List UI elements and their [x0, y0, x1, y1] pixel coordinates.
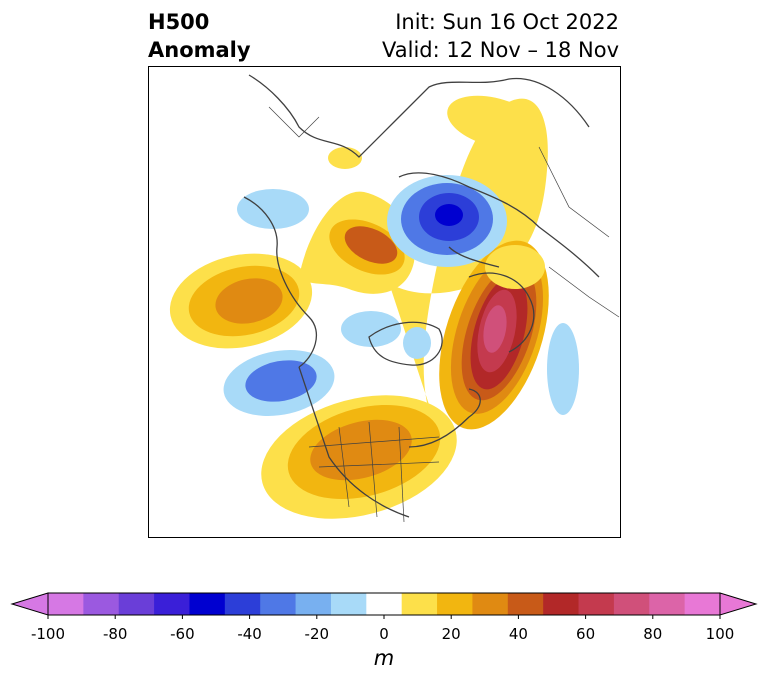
positive-anomaly-north-pacific: [169, 253, 313, 349]
colorbar-tick-label: -40: [237, 625, 262, 643]
colorbar-tick-label: -80: [102, 625, 128, 643]
title-line-field: Anomaly: [148, 38, 251, 62]
positive-anomaly-central-us: [261, 395, 457, 519]
colorbar-tick-label: 60: [576, 625, 596, 643]
colorbar-tick-label: -100: [30, 625, 66, 643]
colorbar-bin: [189, 593, 226, 615]
colorbar-tick-label: -60: [170, 625, 195, 643]
colorbar-unit-label: m: [373, 646, 395, 670]
colorbar-bin: [507, 593, 544, 615]
colorbar-bin: [118, 593, 155, 615]
colorbar-tick-label: 100: [705, 625, 735, 643]
colorbar-bin: [48, 593, 84, 615]
colorbar-bin: [401, 593, 438, 615]
colorbar-bin: [684, 593, 721, 615]
positive-anomaly-scandinavia-barents: [299, 191, 415, 294]
anomaly-map: [148, 66, 621, 538]
negative-anomaly-arctic-canada: [237, 189, 579, 415]
colorbar-tick-label: -20: [304, 625, 330, 643]
colorbar: [10, 592, 758, 619]
colorbar-bin: [543, 593, 580, 615]
positive-anomaly-north-atlantic: [389, 98, 549, 435]
positive-anomaly-northern-russia: [328, 95, 545, 289]
colorbar-bin: [83, 593, 120, 615]
colorbar-bin: [154, 593, 190, 615]
colorbar-bin: [578, 593, 615, 615]
colorbar-bin: [224, 593, 261, 615]
negative-anomaly-gulf-of-alaska: [223, 350, 335, 416]
map-title: H500 Anomaly: [148, 8, 251, 64]
colorbar-bin: [437, 593, 473, 615]
colorbar-bin: [472, 593, 509, 615]
colorbar-tick-label: 40: [508, 625, 528, 643]
colorbar-bin: [260, 593, 297, 615]
title-line-variable: H500: [148, 10, 210, 34]
colorbar-bin: [649, 593, 686, 615]
colorbar-tick-label: 80: [643, 625, 663, 643]
country-borders: [268, 106, 620, 523]
colorbar-tick-label: 20: [441, 625, 461, 643]
colorbar-extend-low: [10, 592, 49, 616]
valid-date-label: Valid: 12 Nov – 18 Nov: [382, 38, 619, 62]
anomaly-map-canvas: [169, 74, 620, 523]
negative-anomaly-western-siberia: [387, 175, 507, 267]
coastlines: [243, 74, 600, 518]
init-date-label: Init: Sun 16 Oct 2022: [395, 10, 619, 34]
colorbar-extend-high: [719, 592, 758, 616]
colorbar-bin: [295, 593, 332, 615]
colorbar-bin: [366, 593, 403, 615]
colorbar-tick-label: 0: [379, 625, 389, 643]
colorbar-bin: [330, 593, 367, 615]
forecast-dates: Init: Sun 16 Oct 2022 Valid: 12 Nov – 18…: [382, 8, 619, 64]
colorbar-bin: [613, 593, 650, 615]
